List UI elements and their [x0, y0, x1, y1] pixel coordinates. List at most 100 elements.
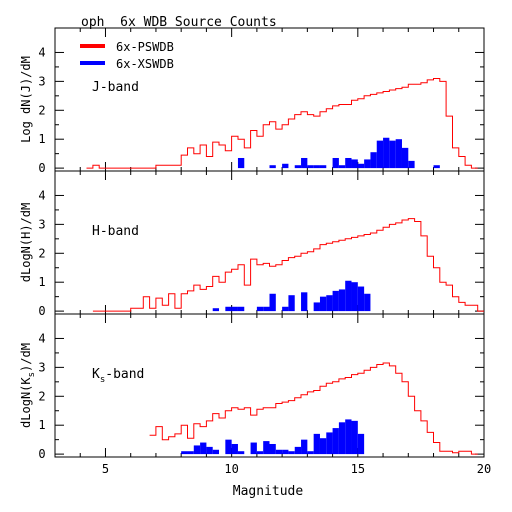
x-tick-label: 10 — [224, 462, 238, 476]
xswdb-bar — [250, 442, 257, 455]
y-axis-label-subscript: s — [27, 372, 37, 377]
xswdb-bar — [231, 443, 238, 455]
band-label: H-band — [92, 224, 139, 239]
xswdb-bar — [351, 159, 358, 169]
y-axis-label: dLogN(H)/dM — [19, 203, 33, 282]
legend-swatch — [80, 61, 105, 65]
legend-swatch — [80, 44, 105, 48]
y-tick-label: 4 — [38, 331, 45, 345]
y-tick-label: 1 — [38, 418, 45, 432]
y-tick-label: 0 — [38, 304, 45, 318]
xswdb-bar — [237, 451, 245, 455]
xswdb-bar — [313, 433, 320, 455]
y-tick-label: 4 — [38, 188, 45, 202]
y-tick-label: 1 — [38, 132, 45, 146]
panel-frame — [54, 170, 485, 315]
xswdb-bar — [319, 438, 327, 455]
y-axis-label-main: dLogN(H)/dM — [19, 203, 33, 282]
xswdb-bar — [231, 306, 238, 312]
panels: 0 1 2 3 4 J-band Log dN(J)/dM 6x-PSWDB 6x-XSWDB 0… — [19, 27, 491, 476]
y-axis-label-main: dLogN(K — [19, 377, 33, 428]
xswdb-bar — [269, 165, 276, 169]
band-label-subscript: s — [100, 375, 105, 385]
band-label: Ks-band — [92, 367, 144, 385]
xswdb-bar — [433, 165, 440, 169]
band-label-tail: -band — [105, 367, 144, 382]
xswdb-bar — [307, 165, 314, 169]
xswdb-bar — [301, 439, 308, 455]
pswdb-step-line — [86, 78, 478, 169]
xswdb-bar — [206, 446, 213, 455]
pswdb-step-line — [149, 362, 478, 455]
panel-2: 0 1 2 3 4 H-band dLogN(H)/dM — [19, 170, 485, 318]
band-label: J-band — [92, 80, 139, 95]
xswdb-bar — [376, 140, 384, 169]
xswdb-bar — [364, 293, 371, 312]
pswdb-step-line — [92, 218, 484, 312]
panel-3: 0 1 2 3 4 5 10 15 20 Ks-band dLogN(Ks)/dM — [19, 313, 491, 476]
xswdb-bar — [395, 139, 402, 169]
xswdb-bar — [237, 157, 245, 169]
xswdb-bar — [383, 137, 390, 169]
xswdb-bar — [275, 449, 283, 455]
xswdb-bar — [212, 449, 220, 455]
xswdb-bar — [212, 308, 220, 312]
xswdb-bar — [263, 306, 270, 312]
y-tick-label: 2 — [38, 389, 45, 403]
xswdb-bar — [401, 147, 409, 169]
panel-frame — [54, 313, 485, 458]
y-tick-label: 0 — [38, 447, 45, 461]
xswdb-bar — [345, 280, 352, 312]
y-tick-label: 3 — [38, 360, 45, 374]
xswdb-bar — [319, 165, 327, 169]
xswdb-bar — [332, 290, 339, 312]
xswdb-bar — [408, 160, 415, 169]
x-tick-label: 20 — [477, 462, 491, 476]
legend-label: 6x-XSWDB — [116, 57, 174, 71]
xswdb-bar — [193, 445, 201, 455]
y-tick-label: 2 — [38, 246, 45, 260]
xswdb-bar — [345, 419, 352, 455]
xswdb-bar — [263, 441, 270, 455]
x-tick-label: 15 — [351, 462, 365, 476]
xswdb-bar — [288, 295, 295, 312]
band-label-main: J-band — [92, 80, 139, 95]
panel-1: 0 1 2 3 4 J-band Log dN(J)/dM 6x-PSWDB 6x-XSWDB — [19, 27, 485, 175]
y-tick-label: 3 — [38, 74, 45, 88]
band-label-main: H-band — [92, 224, 139, 239]
y-axis-label: Log dN(J)/dM — [19, 56, 33, 143]
xswdb-bar — [319, 296, 327, 312]
xswdb-bar — [338, 289, 346, 312]
xswdb-bar — [345, 157, 352, 169]
xswdb-bar — [237, 306, 245, 312]
xswdb-bar — [357, 163, 365, 169]
xswdb-bar — [301, 292, 308, 312]
xswdb-bar — [225, 306, 232, 312]
xswdb-bar — [332, 157, 339, 169]
y-axis-label: dLogN(Ks)/dM — [19, 343, 37, 428]
y-tick-label: 0 — [38, 161, 45, 175]
xswdb-bar — [288, 451, 295, 455]
xswdb-bar — [187, 451, 194, 455]
y-tick-label: 3 — [38, 217, 45, 231]
xswdb-bar — [269, 443, 276, 455]
y-tick-label: 4 — [38, 45, 45, 59]
xswdb-bar — [338, 165, 346, 169]
y-axis-label-main: Log dN(J)/dM — [19, 56, 33, 143]
chart-title: oph 6x WDB Source Counts — [81, 15, 277, 30]
xswdb-bar — [357, 433, 365, 455]
xswdb-bar — [332, 428, 339, 455]
x-tick-label: 5 — [102, 462, 109, 476]
xswdb-bar — [351, 420, 358, 455]
xswdb-bar — [200, 442, 207, 455]
xswdb-bar — [225, 439, 232, 455]
xswdb-bar — [313, 165, 320, 169]
xswdb-bar — [301, 157, 308, 169]
xswdb-bar — [313, 302, 320, 312]
legend-label: 6x-PSWDB — [116, 40, 174, 54]
xswdb-bar — [256, 451, 264, 455]
xswdb-bar — [364, 159, 371, 169]
xswdb-bar — [326, 295, 333, 312]
xswdb-bar — [326, 432, 333, 455]
